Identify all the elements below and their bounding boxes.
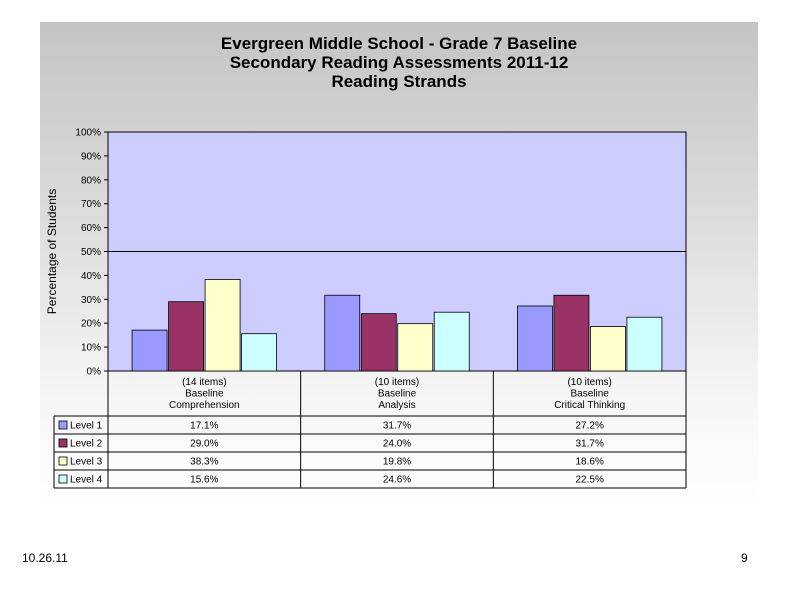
bar-level-3-cat-1 (204, 279, 241, 372)
y-tick-label: 60% (81, 223, 101, 234)
category-label: (10 items) (567, 377, 611, 388)
category-label: Baseline (378, 389, 417, 400)
bar-level-1-cat-3 (517, 305, 553, 372)
bar-level-2-cat-1 (168, 301, 204, 372)
y-tick-label: 70% (81, 199, 101, 210)
page-number: 9 (741, 551, 748, 565)
category-label: Comprehension (169, 400, 240, 411)
y-tick-label: 90% (81, 151, 101, 162)
bar-level-1-cat-2 (324, 294, 361, 372)
y-axis-label: Percentage of Students (45, 189, 59, 314)
data-table-cell: 17.1% (190, 421, 218, 432)
data-table-cell: 24.0% (383, 439, 411, 450)
legend-key-level-4 (58, 474, 68, 484)
legend-label: Level 3 (70, 457, 103, 468)
legend-label: Level 4 (70, 475, 103, 486)
y-tick-label: 20% (81, 319, 101, 330)
chart-title-line-2: Secondary Reading Assessments 2011-12 (229, 53, 569, 72)
data-table-cell: 22.5% (575, 475, 603, 486)
y-tick-label: 30% (81, 295, 101, 306)
y-tick-label: 0% (87, 367, 102, 378)
chart-title: Evergreen Middle School - Grade 7 Baseli… (40, 34, 758, 91)
y-tick-label: 50% (81, 247, 101, 258)
bar-level-4-cat-1 (241, 333, 277, 372)
category-label: (10 items) (375, 377, 419, 388)
legend-label: Level 1 (70, 421, 103, 432)
bar-level-3-cat-2 (397, 323, 434, 372)
y-tick-label: 40% (81, 271, 101, 282)
data-table-cell: 38.3% (190, 457, 218, 468)
y-tick-label: 80% (81, 175, 101, 186)
bar-level-4-cat-2 (433, 311, 470, 372)
data-table-cell: 31.7% (383, 421, 411, 432)
chart-title-line-3: Reading Strands (331, 72, 467, 91)
legend-key-level-1 (58, 420, 68, 430)
legend-label: Level 2 (70, 439, 103, 450)
category-label: Analysis (378, 400, 415, 411)
legend-key-level-3 (58, 456, 68, 466)
data-table-cell: 15.6% (190, 475, 218, 486)
data-table-cell: 24.6% (383, 475, 411, 486)
bar-level-3-cat-3 (590, 326, 626, 372)
bar-level-4-cat-3 (626, 316, 663, 372)
bar-level-1-cat-1 (131, 329, 168, 372)
category-label: Baseline (185, 389, 224, 400)
data-table-cell: 27.2% (575, 421, 603, 432)
bar-level-2-cat-3 (553, 294, 590, 372)
data-table-cell: 29.0% (190, 439, 218, 450)
y-tick-label: 10% (81, 343, 101, 354)
category-label: Critical Thinking (554, 400, 625, 411)
category-label: Baseline (570, 389, 609, 400)
category-label: (14 items) (182, 377, 226, 388)
data-table-cell: 19.8% (383, 457, 411, 468)
chart-title-line-1: Evergreen Middle School - Grade 7 Baseli… (220, 34, 578, 53)
footer-date: 10.26.11 (22, 551, 68, 565)
legend-key-level-2 (58, 438, 68, 448)
data-table-cell: 18.6% (575, 457, 603, 468)
bar-level-2-cat-2 (360, 313, 397, 372)
data-table-cell: 31.7% (575, 439, 603, 450)
y-tick-label: 100% (75, 128, 101, 139)
